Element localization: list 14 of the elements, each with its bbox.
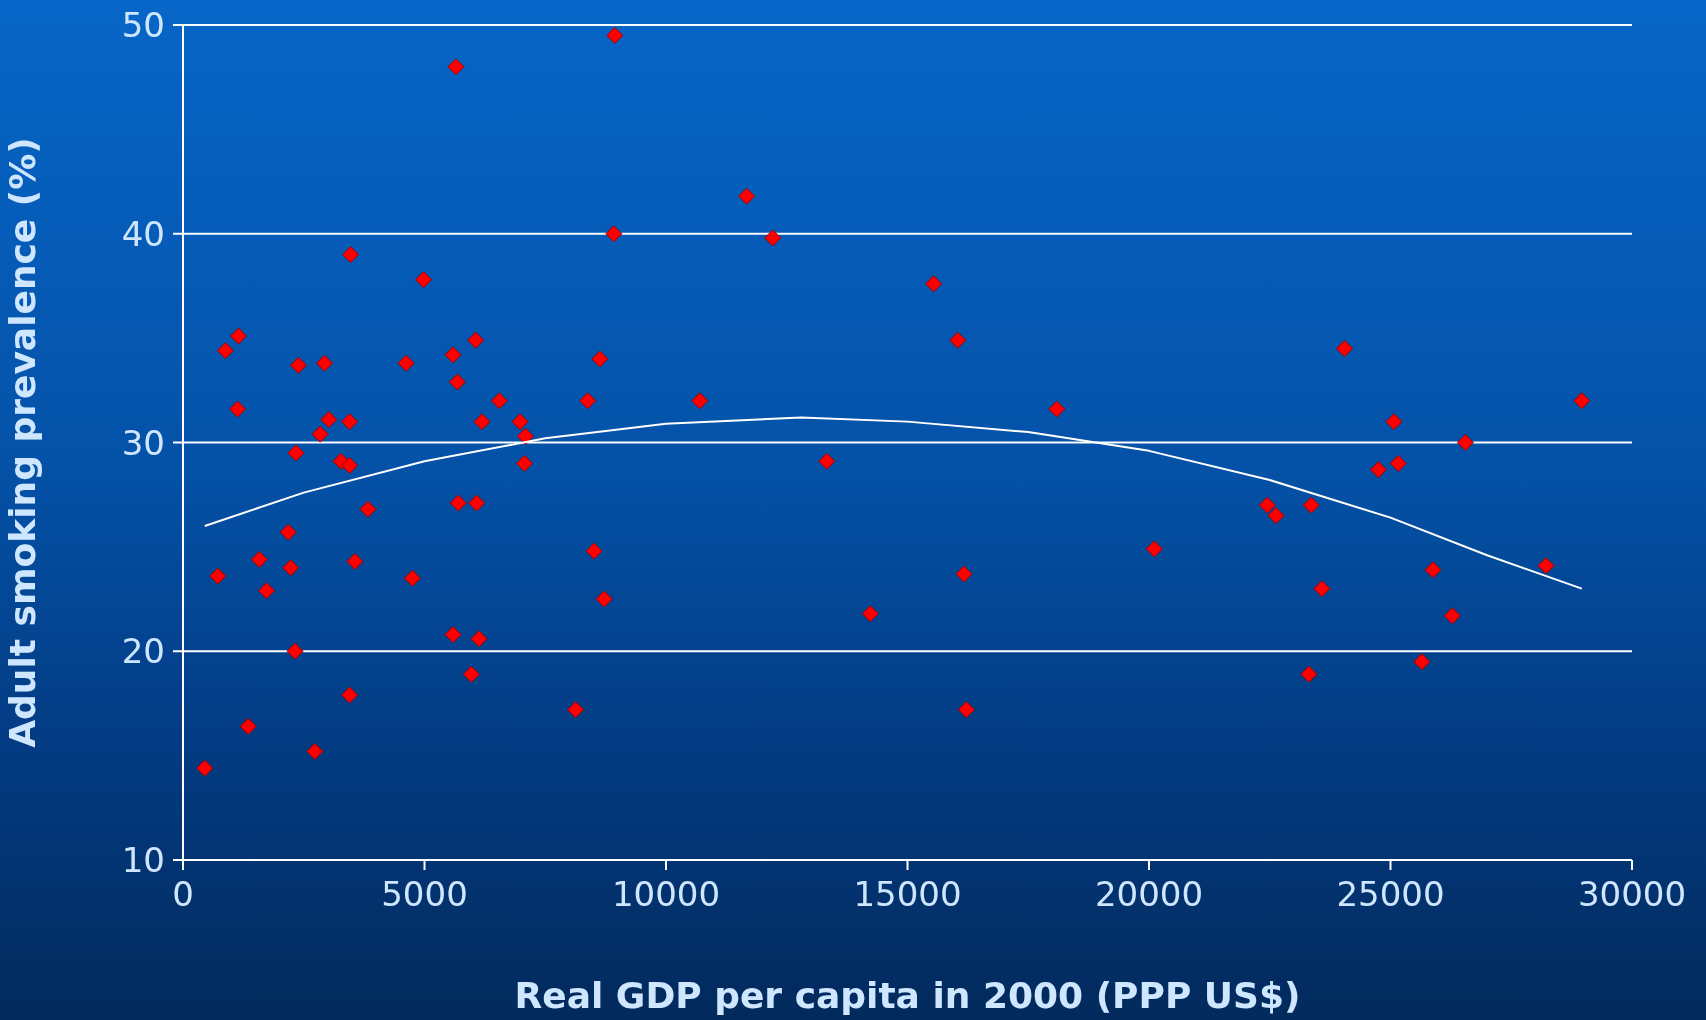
y-tick-label: 30 [121, 422, 165, 463]
x-tick-label: 30000 [1577, 874, 1687, 915]
x-tick-label: 20000 [1094, 874, 1204, 915]
y-tick-label: 40 [121, 213, 165, 254]
x-tick-label: 0 [172, 874, 194, 915]
x-axis-title: Real GDP per capita in 2000 (PPP US$) [514, 975, 1301, 1016]
y-axis-title: Adult smoking prevalence (%) [1, 137, 43, 748]
y-tick-label: 20 [121, 631, 165, 672]
x-tick-label: 25000 [1336, 874, 1445, 915]
x-tick-label: 10000 [611, 874, 721, 915]
x-tick-label: 5000 [381, 874, 468, 915]
y-tick-label: 10 [121, 840, 165, 881]
y-tick-label: 50 [121, 5, 165, 46]
x-tick-label: 15000 [853, 874, 962, 915]
